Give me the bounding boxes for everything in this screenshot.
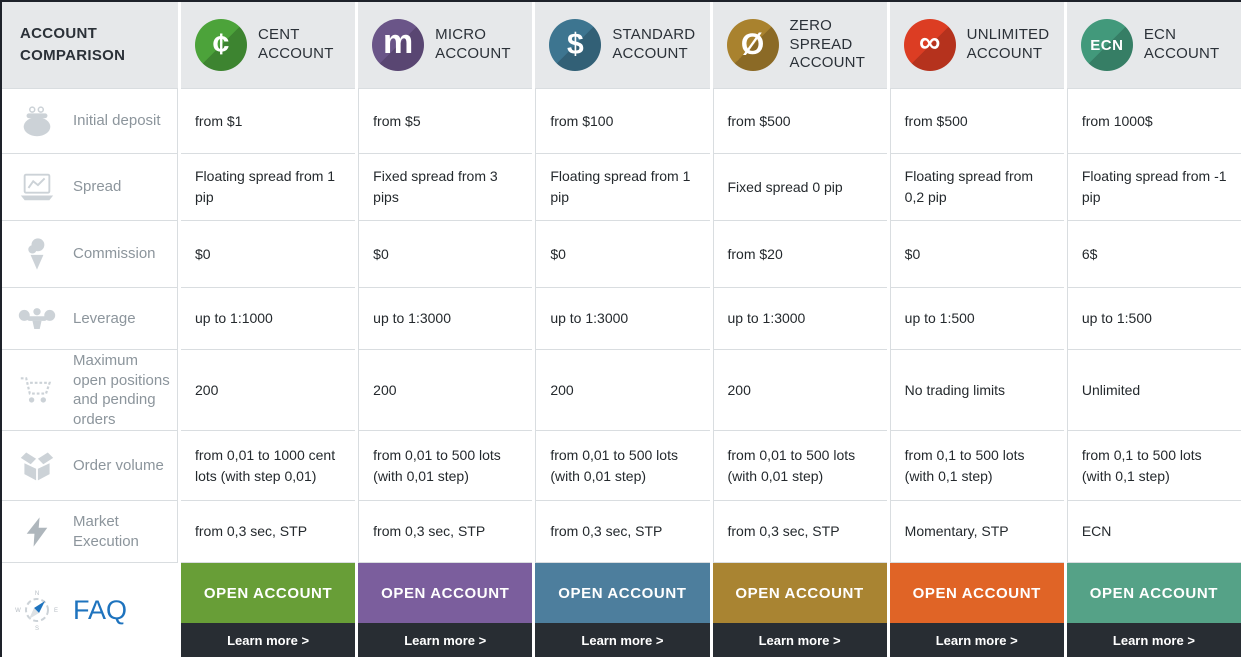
dollar-coin-icon: $ xyxy=(549,19,602,71)
cell-leverage-standard: up to 1:3000 xyxy=(535,288,710,350)
svg-text:E: E xyxy=(54,608,58,614)
cell-commission-ecn: 6$ xyxy=(1066,221,1241,288)
cell-market-execution-cent: from 0,3 sec, STP xyxy=(181,501,356,563)
cell-spread-zero: Fixed spread 0 pip xyxy=(712,154,887,221)
learn-more-link-micro[interactable]: Learn more > xyxy=(358,623,533,657)
leverage-icon xyxy=(14,305,60,333)
cell-leverage-ecn: up to 1:500 xyxy=(1066,288,1241,350)
cell-initial-deposit-unlimited: from $500 xyxy=(889,88,1064,154)
cell-max-positions-standard: 200 xyxy=(535,350,710,431)
cell-spread-micro: Fixed spread from 3 pips xyxy=(358,154,533,221)
cell-spread-unlimited: Floating spread from 0,2 pip xyxy=(889,154,1064,221)
row-label-commission: Commission xyxy=(2,221,178,288)
infinity-coin-icon: ∞ xyxy=(903,19,956,71)
cell-max-positions-cent: 200 xyxy=(181,350,356,431)
open-account-button-micro[interactable]: OPEN ACCOUNT xyxy=(358,563,533,623)
row-label-max-positions: Maximum open positions and pending order… xyxy=(2,350,178,431)
cell-initial-deposit-cent: from $1 xyxy=(181,88,356,154)
cell-commission-micro: $0 xyxy=(358,221,533,288)
open-account-button-zero[interactable]: OPEN ACCOUNT xyxy=(712,563,887,623)
learn-more-link-cent[interactable]: Learn more > xyxy=(181,623,356,657)
cell-market-execution-zero: from 0,3 sec, STP xyxy=(712,501,887,563)
open-account-button-cent[interactable]: OPEN ACCOUNT xyxy=(181,563,356,623)
cell-commission-unlimited: $0 xyxy=(889,221,1064,288)
account-name: STANDARD ACCOUNT xyxy=(612,26,696,62)
lightning-icon xyxy=(14,514,60,550)
account-header-unlimited: ∞ UNLIMITED ACCOUNT xyxy=(889,2,1064,88)
faq-label[interactable]: FAQ xyxy=(73,594,128,625)
svg-text:N: N xyxy=(35,591,39,597)
cell-max-positions-micro: 200 xyxy=(358,350,533,431)
spread-chart-icon xyxy=(14,171,60,203)
table-title: ACCOUNT COMPARISON xyxy=(2,2,178,88)
cell-leverage-unlimited: up to 1:500 xyxy=(889,288,1064,350)
commission-icon xyxy=(14,236,60,272)
svg-text:S: S xyxy=(35,626,39,632)
account-header-micro: m MICRO ACCOUNT xyxy=(358,2,533,88)
open-account-button-unlimited[interactable]: OPEN ACCOUNT xyxy=(889,563,1064,623)
row-label-initial-deposit: Initial deposit xyxy=(2,88,178,154)
cell-commission-standard: $0 xyxy=(535,221,710,288)
cell-commission-zero: from $20 xyxy=(712,221,887,288)
learn-more-link-zero[interactable]: Learn more > xyxy=(712,623,887,657)
cell-spread-cent: Floating spread from 1 pip xyxy=(181,154,356,221)
cell-max-positions-unlimited: No trading limits xyxy=(889,350,1064,431)
account-header-ecn: ECN ECN ACCOUNT xyxy=(1066,2,1241,88)
row-label-market-execution: Market Execution xyxy=(2,501,178,563)
cell-initial-deposit-ecn: from 1000$ xyxy=(1066,88,1241,154)
row-label-spread: Spread xyxy=(2,154,178,221)
cell-market-execution-micro: from 0,3 sec, STP xyxy=(358,501,533,563)
cell-market-execution-ecn: ECN xyxy=(1066,501,1241,563)
learn-more-link-standard[interactable]: Learn more > xyxy=(535,623,710,657)
account-name: MICRO ACCOUNT xyxy=(435,26,511,62)
account-header-cent: ¢ CENT ACCOUNT xyxy=(181,2,356,88)
box-icon xyxy=(14,448,60,484)
cell-initial-deposit-standard: from $100 xyxy=(535,88,710,154)
account-name: UNLIMITED ACCOUNT xyxy=(966,26,1050,62)
cell-leverage-micro: up to 1:3000 xyxy=(358,288,533,350)
ecn-coin-icon: ECN xyxy=(1080,19,1133,71)
account-name: ZERO SPREAD ACCOUNT xyxy=(789,16,866,72)
account-name: ECN ACCOUNT xyxy=(1143,26,1220,62)
cell-spread-standard: Floating spread from 1 pip xyxy=(535,154,710,221)
zero-coin-icon: Ø xyxy=(726,19,779,71)
cell-leverage-cent: up to 1:1000 xyxy=(181,288,356,350)
svg-text:W: W xyxy=(15,608,21,614)
cart-icon xyxy=(14,373,60,407)
open-account-button-ecn[interactable]: OPEN ACCOUNT xyxy=(1066,563,1241,623)
cell-commission-cent: $0 xyxy=(181,221,356,288)
cell-initial-deposit-micro: from $5 xyxy=(358,88,533,154)
cent-coin-icon: ¢ xyxy=(195,19,247,71)
cell-market-execution-unlimited: Momentary, STP xyxy=(889,501,1064,563)
account-header-zero-spread: Ø ZERO SPREAD ACCOUNT xyxy=(712,2,887,88)
cell-market-execution-standard: from 0,3 sec, STP xyxy=(535,501,710,563)
cell-max-positions-zero: 200 xyxy=(712,350,887,431)
faq-link[interactable]: N S W E FAQ xyxy=(2,563,178,657)
cell-order-volume-micro: from 0,01 to 500 lots (with 0,01 step) xyxy=(358,431,533,501)
cell-order-volume-ecn: from 0,1 to 500 lots (with 0,1 step) xyxy=(1066,431,1241,501)
cell-order-volume-zero: from 0,01 to 500 lots (with 0,01 step) xyxy=(712,431,887,501)
learn-more-link-ecn[interactable]: Learn more > xyxy=(1066,623,1241,657)
learn-more-link-unlimited[interactable]: Learn more > xyxy=(889,623,1064,657)
open-account-button-standard[interactable]: OPEN ACCOUNT xyxy=(535,563,710,623)
cell-order-volume-cent: from 0,01 to 1000 cent lots (with step 0… xyxy=(181,431,356,501)
cell-max-positions-ecn: Unlimited xyxy=(1066,350,1241,431)
account-header-standard: $ STANDARD ACCOUNT xyxy=(535,2,710,88)
cell-initial-deposit-zero: from $500 xyxy=(712,88,887,154)
cell-order-volume-unlimited: from 0,1 to 500 lots (with 0,1 step) xyxy=(889,431,1064,501)
cell-leverage-zero: up to 1:3000 xyxy=(712,288,887,350)
cell-order-volume-standard: from 0,01 to 500 lots (with 0,01 step) xyxy=(535,431,710,501)
row-label-order-volume: Order volume xyxy=(2,431,178,501)
account-name: CENT ACCOUNT xyxy=(258,26,334,62)
row-label-leverage: Leverage xyxy=(2,288,178,350)
purse-icon xyxy=(14,104,60,138)
compass-icon: N S W E xyxy=(14,588,60,632)
micro-coin-icon: m xyxy=(372,19,425,71)
cell-spread-ecn: Floating spread from -1 pip xyxy=(1066,154,1241,221)
